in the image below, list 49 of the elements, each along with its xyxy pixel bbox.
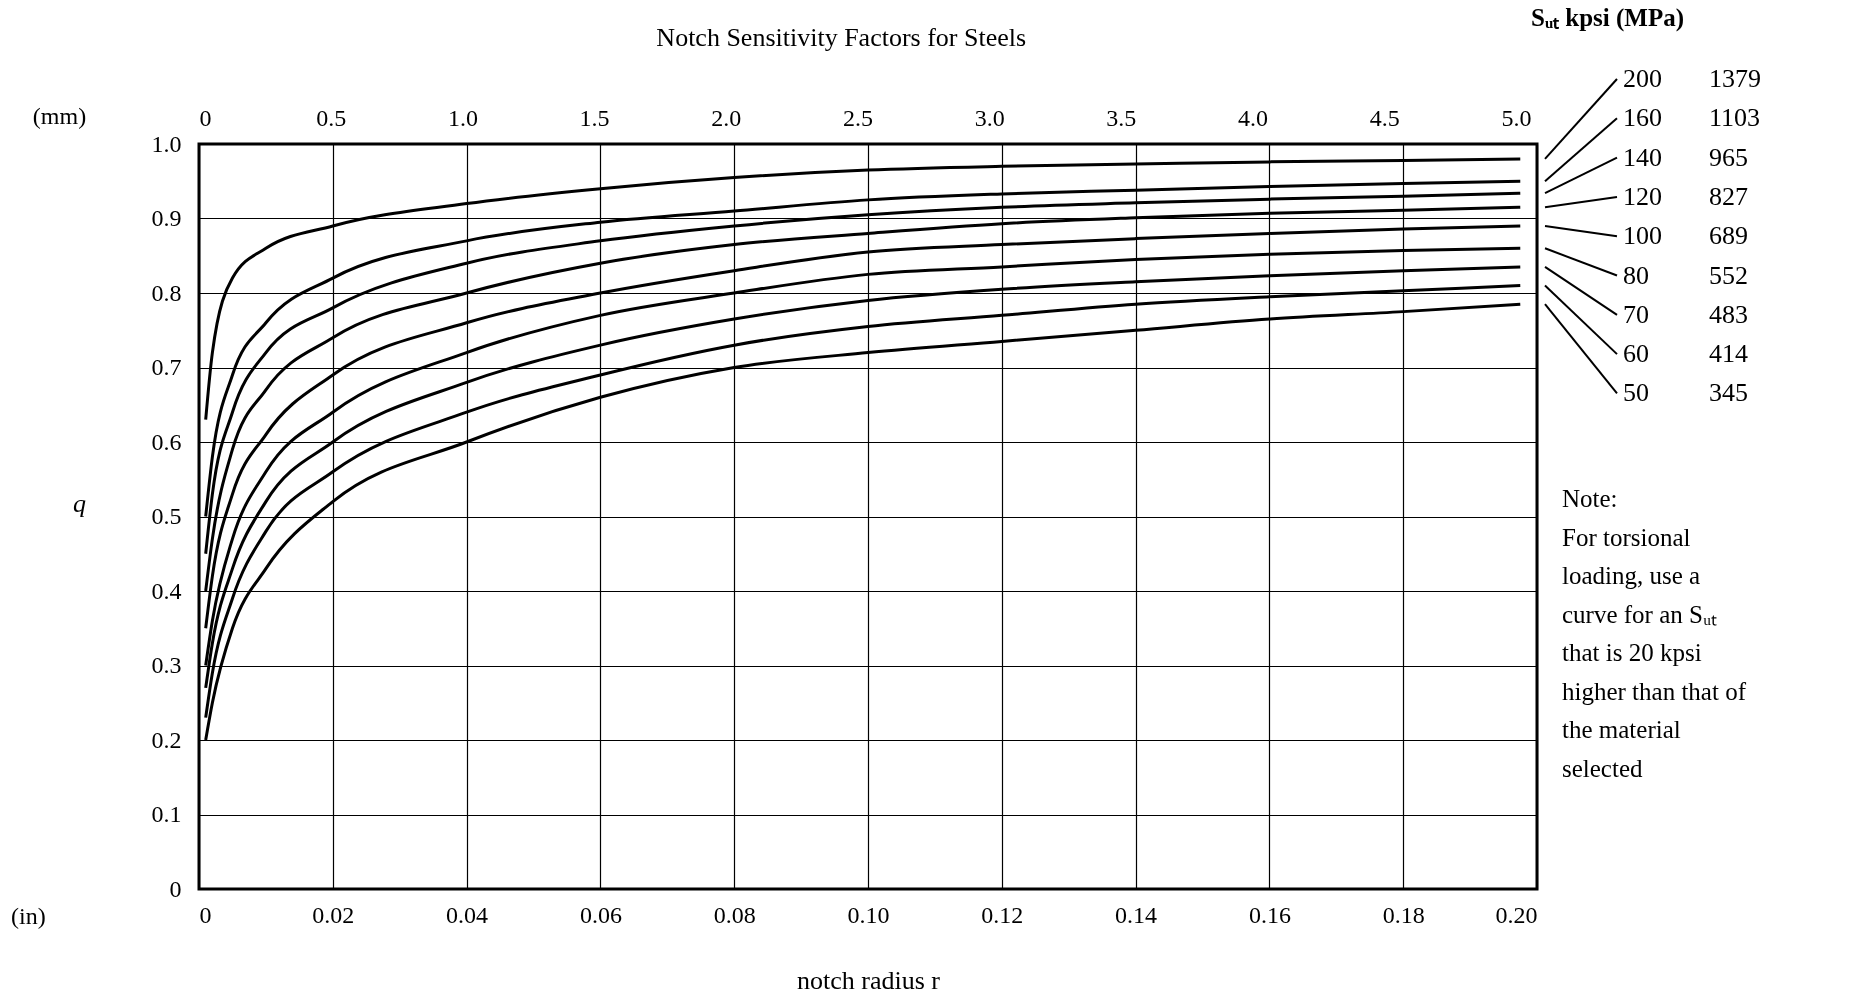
x-tick-label: 0.06: [579, 901, 622, 928]
text: 60 414: [1623, 339, 1748, 369]
text: 100 689: [1623, 221, 1748, 251]
y-tick-label: 0.4: [151, 577, 182, 604]
x2-tick-label: 5.0: [1501, 104, 1532, 131]
y-tick-label: 0.9: [151, 205, 182, 231]
text: 200 1379: [1623, 64, 1761, 93]
x-tick-label: 0.12: [981, 901, 1024, 928]
x-axis-title: notch radius r: [797, 965, 941, 992]
y-tick-label: 0.2: [151, 726, 182, 753]
x2-tick-label: 3.5: [1106, 104, 1137, 131]
y-tick-label: 0.3: [151, 652, 182, 678]
y-tick-label: 1.0: [151, 130, 182, 157]
x2-tick-label: 3.0: [974, 104, 1005, 131]
x-tick-label: 0.02: [312, 901, 355, 928]
x2-tick-label: 2.0: [711, 104, 742, 131]
x2-axis-title: (mm): [32, 102, 87, 129]
x2-tick-label: 1.5: [579, 104, 610, 131]
x2-tick-label: 4.5: [1369, 104, 1400, 131]
y-tick-label: 0.6: [151, 428, 182, 455]
y-axis-title: q: [73, 489, 86, 518]
text: 140 965: [1623, 142, 1748, 172]
y-tick-label: 0.8: [151, 279, 182, 306]
x2-tick-label: 0.5: [316, 104, 347, 131]
x-tick-label: 0.10: [847, 901, 890, 928]
chart-title: Notch Sensitivity Factors for Steels: [656, 23, 1027, 52]
text: 50 345: [1623, 378, 1748, 408]
text: 80 552: [1623, 260, 1748, 290]
x-tick-label: 0.08: [713, 901, 756, 928]
y-tick-label: 0.7: [151, 354, 182, 380]
text: 70 483: [1623, 299, 1748, 329]
x-tick-label: 0.18: [1382, 901, 1425, 928]
y-tick-label: 0: [169, 875, 182, 902]
x-tick-label: 0.04: [446, 901, 489, 928]
text: 160 1103: [1623, 103, 1761, 133]
x2-tick-label: 0: [199, 104, 212, 131]
x-tick-label: 0.20: [1495, 901, 1538, 928]
x-tick-label: 0: [199, 901, 212, 928]
x2-tick-label: 1.0: [447, 104, 478, 131]
x-tick-label: 0.16: [1248, 901, 1291, 928]
y-tick-label: 0.1: [151, 801, 182, 827]
text: (in): [11, 903, 46, 929]
x2-tick-label: 4.0: [1238, 104, 1269, 131]
x2-tick-label: 2.5: [842, 104, 873, 131]
text: 120 827: [1623, 181, 1748, 211]
x-tick-label: 0.14: [1115, 901, 1158, 928]
y-tick-label: 0.5: [151, 503, 182, 529]
text: Note: For torsional loading, use a curve for an Sᵤₜ that is 20 kpsi higher than that of the material selected: [1562, 485, 1747, 782]
legend-title: Sᵤₜ kpsi (MPa): [1531, 4, 1685, 32]
